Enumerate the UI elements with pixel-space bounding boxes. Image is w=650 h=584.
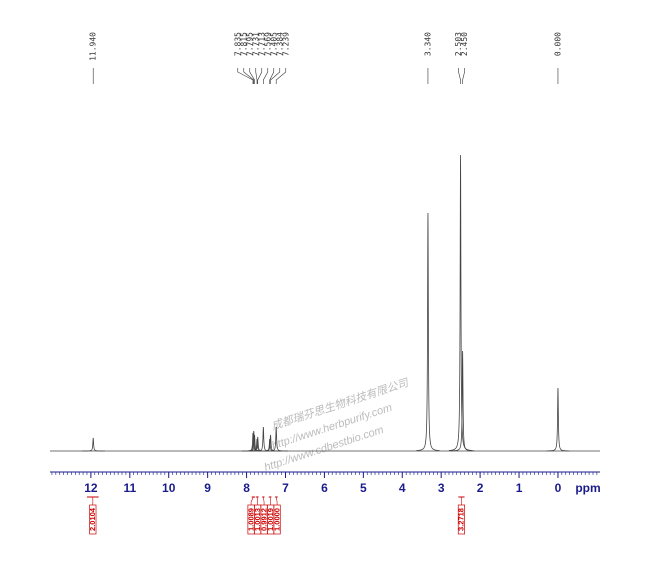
peak-leader xyxy=(237,68,254,84)
peak-leader xyxy=(257,68,263,84)
x-tick-label: 3 xyxy=(438,481,445,495)
peak-label: 11.940 xyxy=(89,32,98,61)
peak-label: 7.795 xyxy=(245,32,254,56)
integral-box xyxy=(273,504,281,535)
integral-leader xyxy=(276,496,278,505)
integral-box xyxy=(89,504,97,535)
peak xyxy=(416,212,440,452)
peak-label: 7.405 xyxy=(269,32,278,56)
peak-label: 0.000 xyxy=(553,32,562,56)
x-tick-label: 9 xyxy=(204,481,211,495)
peak-label: 7.815 xyxy=(239,32,248,56)
peak-leader xyxy=(269,68,275,84)
peak-label: 7.731 xyxy=(251,32,260,56)
integral-label: 1.0019 xyxy=(266,508,275,531)
x-tick-label: 8 xyxy=(243,481,250,495)
x-tick-label: 4 xyxy=(399,481,406,495)
x-tick-label: 10 xyxy=(162,481,176,495)
peak xyxy=(81,437,105,452)
integral-label: 2.0104 xyxy=(88,507,97,531)
peak-leader xyxy=(462,68,465,84)
peak xyxy=(258,434,283,452)
x-tick-label: 1 xyxy=(516,481,523,495)
x-tick-label: 7 xyxy=(282,481,289,495)
x-axis-label: ppm xyxy=(575,481,600,495)
integral-label: 3.2718 xyxy=(457,508,466,531)
peak xyxy=(546,387,570,452)
integral-label: 0.9912 xyxy=(259,508,268,531)
peak-label: 2.503 xyxy=(454,32,463,56)
peak-leader xyxy=(255,68,258,84)
peak-leader xyxy=(249,68,255,84)
integral-label: 1.0089 xyxy=(246,508,255,531)
peak-leader xyxy=(243,68,255,84)
x-tick-label: 12 xyxy=(84,481,98,495)
peak xyxy=(450,350,475,452)
peak-leader xyxy=(275,68,287,84)
integral-leader xyxy=(263,496,265,505)
peak-label: 7.569 xyxy=(263,32,272,56)
x-tick-label: 5 xyxy=(360,481,367,495)
peak xyxy=(264,426,288,452)
integral-leader xyxy=(250,496,254,505)
integral-box xyxy=(457,504,465,535)
peak-leader xyxy=(458,68,461,84)
peak-label: 7.384 xyxy=(275,32,284,56)
x-tick-label: 2 xyxy=(477,481,484,495)
peak-leader xyxy=(270,68,281,84)
peak-label: 3.340 xyxy=(423,32,432,56)
integral-label: 1.0000 xyxy=(272,508,281,531)
x-tick-label: 11 xyxy=(123,481,136,495)
peak-label: 2.450 xyxy=(460,32,469,56)
peak-label: 7.835 xyxy=(233,32,242,56)
peak-label: 7.713 xyxy=(257,32,266,56)
integral-label: 1.0013 xyxy=(253,508,262,531)
x-tick-label: 0 xyxy=(555,481,562,495)
peak-leader xyxy=(263,68,269,84)
x-tick-label: 6 xyxy=(321,481,328,495)
peak-label: 7.239 xyxy=(281,32,290,56)
